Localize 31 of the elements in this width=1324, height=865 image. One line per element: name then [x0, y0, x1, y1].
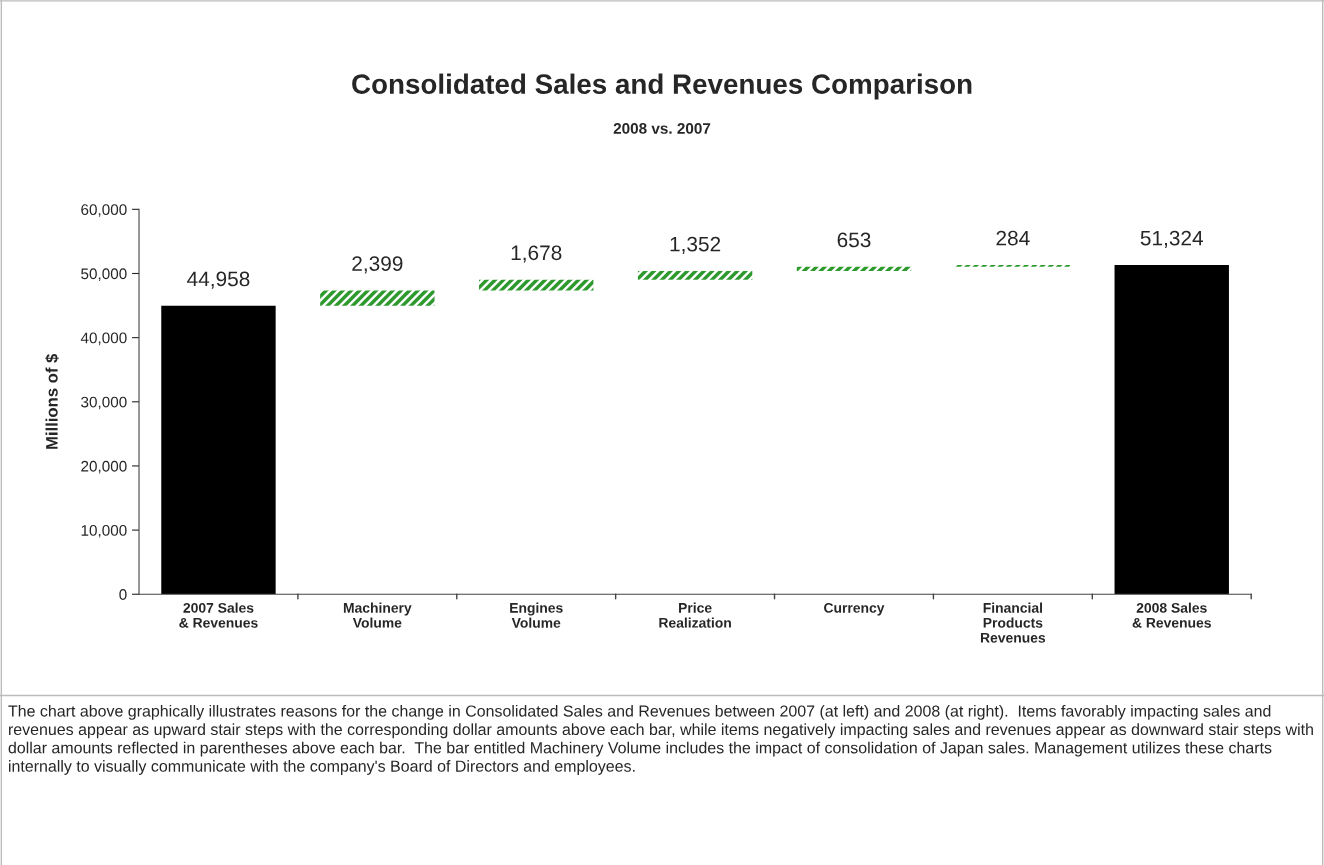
- y-tick-label: 0: [119, 589, 127, 600]
- data-label: 2,399: [352, 256, 403, 274]
- x-tick-label: Machinery Volume: [343, 602, 412, 628]
- bar: [637, 271, 753, 280]
- y-tick-label: 50,000: [81, 268, 127, 281]
- text: The chart above graphically illustrates reasons for the change in Consolidated Sales and Revenues between 2007 (at left) and 2008 (at right). Items favorably impacting sales and revenues appear as upward stair steps with the corresponding dollar amounts above each bar, while items negatively impacting sales and revenues appear as downward stair steps with dollar amounts reflected in parentheses above each bar. The bar entitled Machinery Volume includes the impact of consolidation of Japan sales. Management utilizes these charts internally to visually communicate with the company's Board of Directors and employees.: [8, 704, 1313, 775]
- x-tick-label: 2008 Sales & Revenues: [1132, 602, 1211, 628]
- data-label: 284: [996, 230, 1030, 246]
- chart-title: Consolidated Sales and Revenues Comparison: [352, 73, 972, 100]
- y-tick-label: 40,000: [80, 332, 127, 346]
- y-tick-label: 30,000: [81, 396, 127, 410]
- bar: [479, 279, 594, 291]
- x-tick-label: 2007 Sales & Revenues: [179, 602, 258, 628]
- data-label: 44,958: [187, 271, 250, 289]
- chart-subtitle: 2008 vs. 2007: [613, 123, 711, 134]
- data-label: 653: [837, 232, 871, 248]
- y-tick-label: 60,000: [81, 204, 127, 217]
- bar: [161, 305, 276, 595]
- x-tick-label: Engines Volume: [510, 602, 563, 628]
- x-tick-label: Financial Products Revenues: [980, 602, 1046, 643]
- x-tick-label: Currency: [824, 602, 885, 616]
- data-label: 1,678: [511, 245, 562, 263]
- data-label: 1,352: [670, 236, 721, 254]
- bar: [796, 266, 912, 271]
- y-tick-label: 20,000: [81, 460, 127, 474]
- data-label: 51,324: [1140, 230, 1203, 248]
- bar: [320, 290, 435, 306]
- y-tick-label: 10,000: [81, 524, 127, 538]
- y-axis-title: Millions of $: [45, 353, 59, 449]
- bar: [1114, 264, 1229, 595]
- x-tick-label: Price Realization: [659, 602, 731, 628]
